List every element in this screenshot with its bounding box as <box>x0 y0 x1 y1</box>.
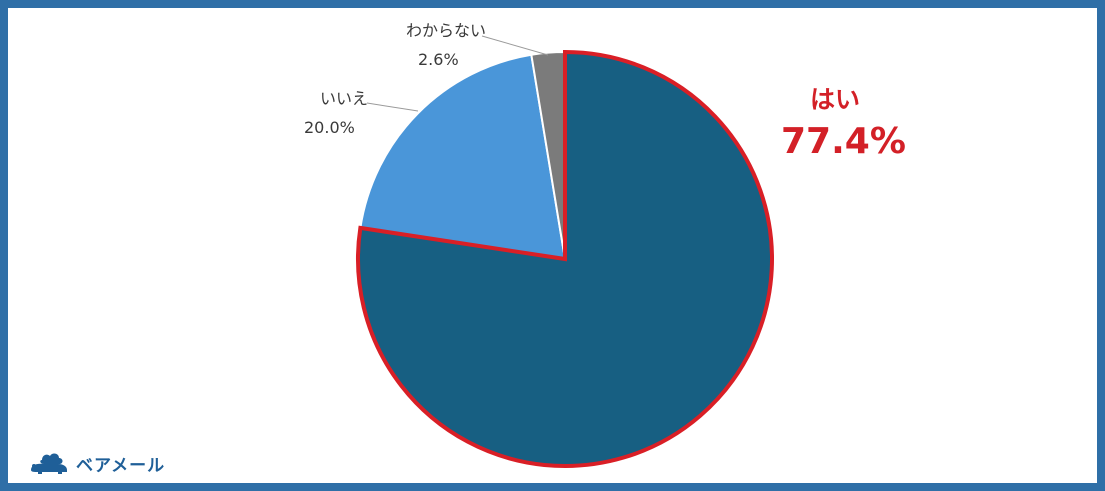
leader-line-1 <box>366 102 419 112</box>
pie-slice-1 <box>359 53 567 261</box>
slice-value-1: 20.0% <box>304 118 355 137</box>
chart-frame: はい 77.4% いいえ 20.0% わからない 2.6% ベアメール <box>8 8 1097 483</box>
slice-label-0: はい <box>810 85 860 114</box>
brand-name: ベアメール <box>76 455 166 476</box>
slice-value-0: 77.4% <box>781 121 906 162</box>
slice-label-1: いいえ <box>320 89 368 108</box>
leader-line-2 <box>481 35 549 56</box>
brand-logo: ベアメール <box>28 448 165 478</box>
pie-slice-0 <box>356 49 774 468</box>
pie-chart: はい 77.4% いいえ 20.0% わからない 2.6% <box>304 21 906 468</box>
slice-value-2: 2.6% <box>418 50 459 69</box>
bear-icon <box>31 453 67 474</box>
slice-label-2: わからない <box>406 21 486 40</box>
